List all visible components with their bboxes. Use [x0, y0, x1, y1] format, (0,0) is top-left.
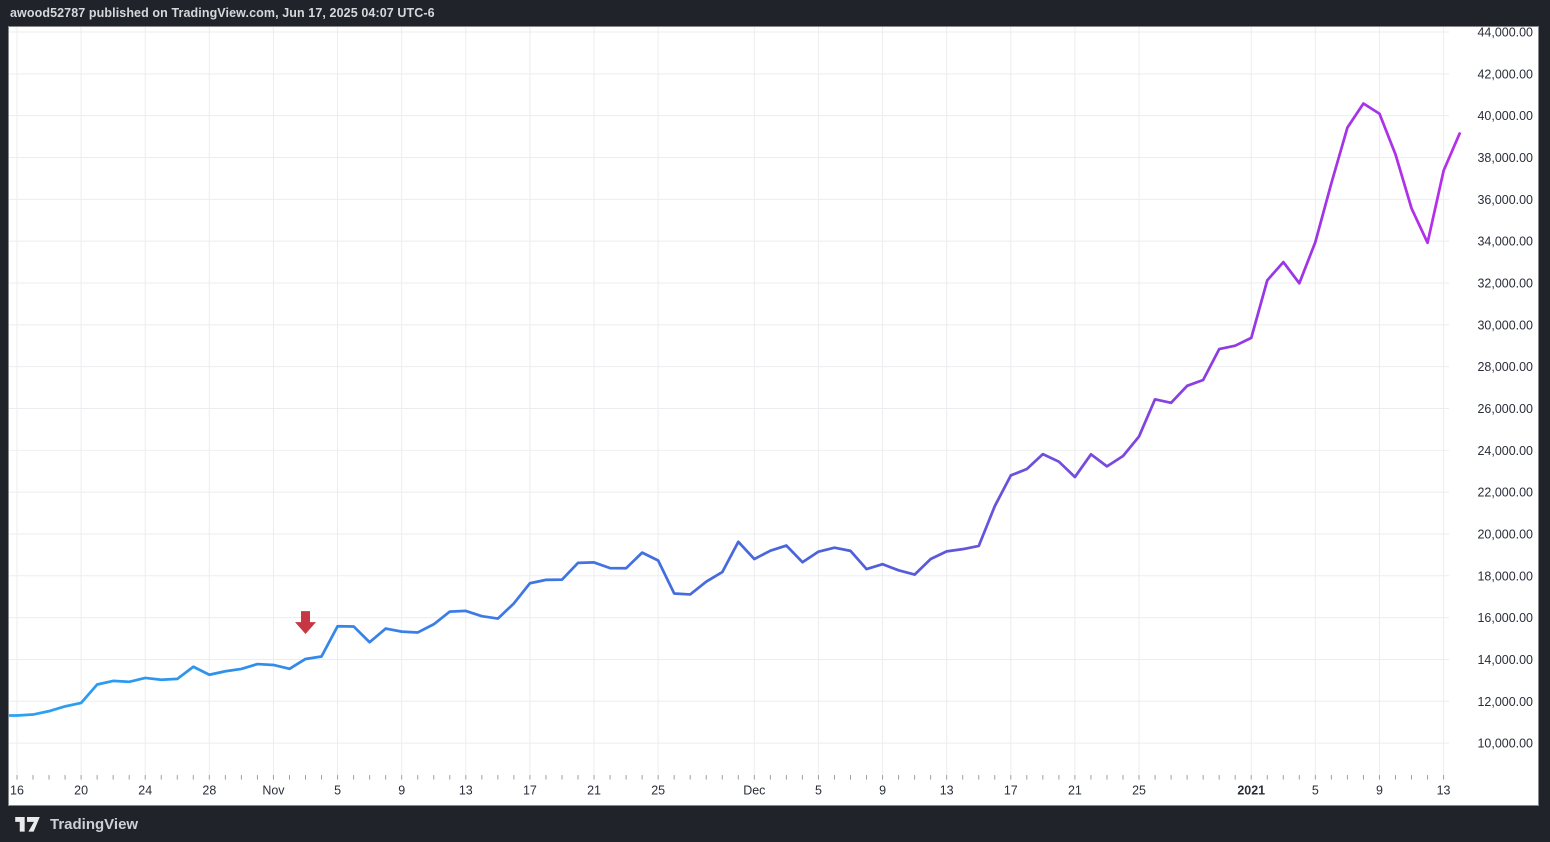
chart-canvas[interactable]: 44,000.00 42,000.00 40,000.00 38,000.00 36,0…: [9, 27, 1538, 805]
y-axis-label: 10,000.00: [1477, 737, 1533, 751]
x-axis-label: Nov: [262, 784, 285, 798]
y-axis-label: 32,000.00: [1477, 276, 1533, 290]
x-axis-label: 25: [651, 784, 665, 798]
x-axis-label: 21: [587, 784, 601, 798]
y-axis-label: 40,000.00: [1477, 109, 1533, 123]
header-bar: awood52787 published on TradingView.com,…: [0, 0, 1550, 26]
y-axis-label: 26,000.00: [1477, 402, 1533, 416]
x-axis-label: 5: [1312, 784, 1319, 798]
footer-bar: TradingView: [0, 806, 1550, 842]
publish-attribution: awood52787 published on TradingView.com,…: [10, 6, 435, 20]
y-axis-label: 38,000.00: [1477, 151, 1533, 165]
y-axis-label: 34,000.00: [1477, 235, 1533, 249]
x-axis-label: 13: [1437, 784, 1451, 798]
y-axis-label: 22,000.00: [1477, 486, 1533, 500]
x-axis-label: 2021: [1237, 784, 1265, 798]
y-axis-label: 30,000.00: [1477, 318, 1533, 332]
y-axis-label: 42,000.00: [1477, 67, 1533, 81]
x-axis-label: 21: [1068, 784, 1082, 798]
y-axis-label: 44,000.00: [1477, 27, 1533, 39]
tradingview-brand[interactable]: TradingView: [50, 815, 139, 833]
x-axis-label: 28: [202, 784, 216, 798]
x-axis-label: 5: [334, 784, 341, 798]
x-axis-label: 13: [940, 784, 954, 798]
x-axis-label: 9: [1376, 784, 1383, 798]
y-axis-label: 28,000.00: [1477, 360, 1533, 374]
x-axis-label: 17: [1004, 784, 1018, 798]
y-axis-label: 12,000.00: [1477, 695, 1533, 709]
x-axis-label: 20: [74, 784, 88, 798]
x-axis-label: Dec: [743, 784, 765, 798]
x-axis-label: 25: [1132, 784, 1146, 798]
x-axis-label: 9: [879, 784, 886, 798]
x-axis-label: 9: [398, 784, 405, 798]
x-axis-label: 24: [138, 784, 152, 798]
chart-panel: 44,000.00 42,000.00 40,000.00 38,000.00 36,0…: [8, 26, 1539, 806]
y-axis-label: 36,000.00: [1477, 193, 1533, 207]
price-line: [9, 102, 1461, 717]
y-axis-label: 24,000.00: [1477, 444, 1533, 458]
arrow-down-annotation[interactable]: [295, 611, 316, 635]
x-axis-label: 16: [10, 784, 24, 798]
x-axis-label: 17: [523, 784, 537, 798]
x-axis-label: 5: [815, 784, 822, 798]
y-axis-label: 18,000.00: [1477, 569, 1533, 583]
tradingview-logo-icon[interactable]: [14, 816, 41, 833]
y-axis-label: 16,000.00: [1477, 611, 1533, 625]
x-axis-label: 13: [459, 784, 473, 798]
y-axis-label: 14,000.00: [1477, 653, 1533, 667]
y-axis-label: 20,000.00: [1477, 527, 1533, 541]
